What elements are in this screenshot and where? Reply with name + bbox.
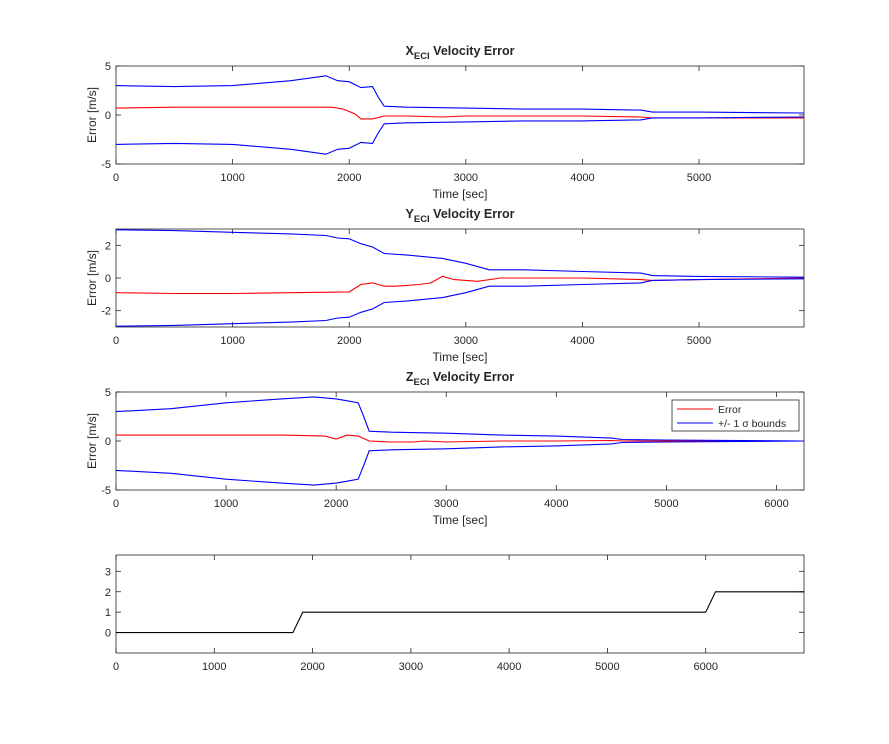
x-tick-label: 5000 [654,498,678,510]
x-tick-label: 2000 [324,498,348,510]
series-line-bounds [116,396,804,442]
title-subscript: ECI [414,377,430,388]
axes-box [115,554,805,654]
y-tick-label: 5 [105,387,111,399]
x-tick-label: 4000 [570,335,594,347]
title-base: Z [406,370,414,384]
series-line-bounds [116,75,804,114]
chart-title: ZECI Velocity Error [406,370,514,388]
y-tick-label: 3 [105,566,111,578]
series-group [116,396,804,486]
x-tick-label: 3000 [454,172,478,184]
legend-box [671,399,800,432]
x-tick-label: 1000 [220,172,244,184]
series-group [116,75,804,155]
series-line-bounds [116,440,804,486]
series-line-bounds [116,116,804,155]
chart-title: YECI Velocity Error [406,207,515,225]
title-rest: Velocity Error [430,207,515,221]
x-tick-label: 2000 [337,335,361,347]
series-line-error [116,434,804,443]
title-base: Y [406,207,415,221]
x-tick-label: 4000 [570,172,594,184]
x-tick-label: 0 [113,335,119,347]
x-tick-label: 0 [113,498,119,510]
x-tick-label: 2000 [300,661,324,673]
title-subscript: ECI [414,51,430,62]
axes-box [115,65,805,165]
legend: Error +/- 1 σ bounds [671,399,800,432]
y-tick-label: 2 [105,587,111,599]
x-tick-label: 5000 [687,172,711,184]
x-tick-label: 3000 [454,335,478,347]
x-tick-label: 5000 [687,335,711,347]
y-tick-label: 2 [105,240,111,252]
series-group [116,591,804,634]
x-tick-label: 0 [113,661,119,673]
x-tick-label: 1000 [202,661,226,673]
x-tick-label: 4000 [544,498,568,510]
y-tick-label: 1 [105,607,111,619]
y-tick-label: -5 [101,159,111,171]
y-axis-label: Error [m/s] [85,87,99,143]
title-subscript: ECI [414,214,430,225]
x-tick-label: 3000 [399,661,423,673]
x-tick-label: 2000 [337,172,361,184]
panel-4: 0 1000 2000 3000 4000 5000 6000 0 1 2 3 [105,554,805,673]
chart-title: XECI Velocity Error [406,44,515,62]
y-axis-label: Error [m/s] [85,250,99,306]
y-tick-label: -5 [101,485,111,497]
title-base: X [406,44,415,58]
axes-box [115,228,805,328]
x-tick-label: 0 [113,172,119,184]
x-tick-label: 5000 [595,661,619,673]
y-tick-label: 0 [105,628,111,640]
y-axis-label: Error [m/s] [85,413,99,469]
x-tick-label: 6000 [764,498,788,510]
title-rest: Velocity Error [430,44,515,58]
x-tick-label: 1000 [220,335,244,347]
x-axis-label: Time [sec] [433,187,488,201]
y-tick-label: 0 [105,436,111,448]
title-rest: Velocity Error [429,370,514,384]
x-axis-label: Time [sec] [433,350,488,364]
y-tick-label: -2 [101,306,111,318]
y-tick-label: 0 [105,273,111,285]
series-group [116,229,804,327]
legend-label-bounds: +/- 1 σ bounds [718,418,786,430]
x-tick-label: 4000 [497,661,521,673]
x-tick-label: 6000 [693,661,717,673]
x-tick-label: 1000 [214,498,238,510]
legend-label-error: Error [718,404,742,416]
x-tick-label: 3000 [434,498,458,510]
series-line-bounds [116,278,804,327]
series-line-bounds [116,229,804,278]
y-tick-label: 5 [105,61,111,73]
series-line-error [116,275,804,295]
y-tick-label: 0 [105,110,111,122]
x-axis-label: Time [sec] [433,513,488,527]
series-line-error [116,106,804,120]
series-line-step [116,591,804,634]
panel-2: 0 1000 2000 3000 4000 5000 -2 0 2 YECI Velocity E… [85,207,805,364]
